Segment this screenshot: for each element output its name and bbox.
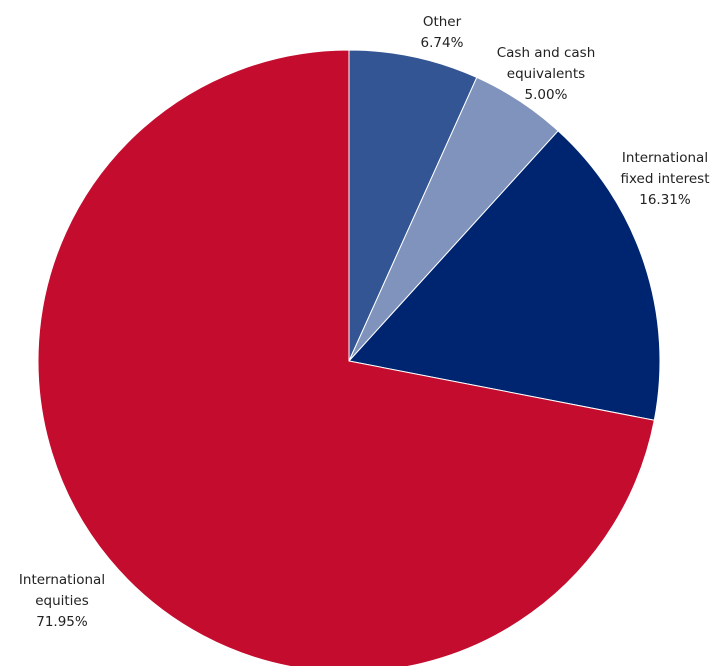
data-label-percent: 5.00% bbox=[525, 87, 568, 103]
pie-slices bbox=[37, 49, 661, 666]
data-label-category-line: International bbox=[622, 150, 708, 166]
data-label-international-equities: International equities 71.95% bbox=[19, 572, 105, 630]
data-label-other: Other 6.74% bbox=[421, 14, 464, 51]
data-label-category-line: equities bbox=[35, 593, 89, 609]
data-label-percent: 71.95% bbox=[36, 614, 88, 630]
pie-slice-international-fixed-interest bbox=[348, 130, 661, 421]
pie-slice-other bbox=[348, 49, 478, 362]
data-label-cash-and-cash-equivalents: Cash and cash equivalents 5.00% bbox=[497, 45, 596, 103]
data-label-category-line: International bbox=[19, 572, 105, 588]
data-label-category-line: Cash and cash bbox=[497, 45, 596, 61]
data-label-category-line: equivalents bbox=[507, 66, 585, 82]
pie-slice-international-equities bbox=[37, 49, 655, 666]
pie-data-labels: Other 6.74% Cash and cash equivalents 5.00% I… bbox=[19, 14, 710, 630]
data-label-international-fixed-interest: International fixed interest 16.31% bbox=[620, 150, 709, 208]
data-label-percent: 16.31% bbox=[639, 192, 691, 208]
data-label-percent: 6.74% bbox=[421, 35, 464, 51]
data-label-category-line: fixed interest bbox=[620, 171, 709, 187]
data-label-category-line: Other bbox=[423, 14, 462, 30]
